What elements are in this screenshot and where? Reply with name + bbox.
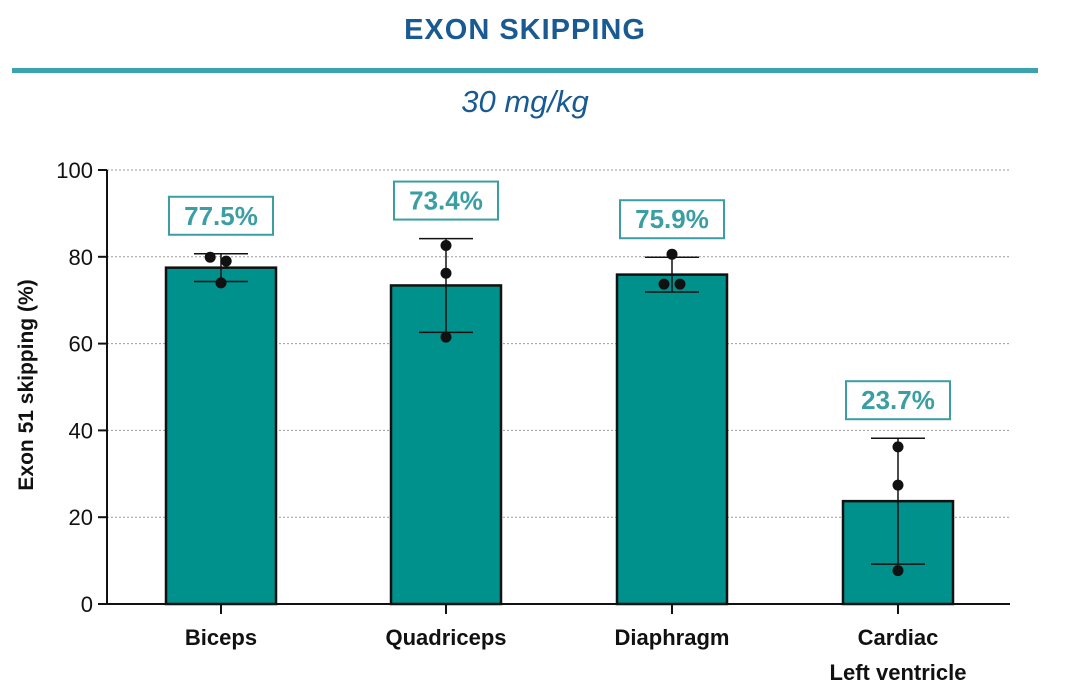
bars [164,266,955,606]
data-point [440,267,452,279]
x-category-label: Diaphragm [615,625,730,650]
data-point [892,441,904,453]
y-tick-label: 60 [69,332,93,357]
data-point [440,331,452,343]
data-label: 77.5% [184,201,258,231]
error-bars [194,237,925,565]
chart-title: EXON SKIPPING [404,14,646,46]
data-label: 73.4% [409,186,483,216]
x-axis-labels: Biceps Quadriceps Diaphragm Cardiac Left ven… [185,625,967,685]
y-tick-label: 80 [69,245,93,270]
data-point [666,248,678,260]
bar [615,273,729,606]
x-category-label: Biceps [185,625,257,650]
data-labels: 77.5% 73.4% 75.9% 23.7% [168,180,951,421]
data-label: 75.9% [635,204,709,234]
x-category-label: Cardiac [858,625,939,650]
data-points [204,240,904,577]
chart-subtitle: 30 mg/kg [461,84,589,119]
y-axis-label: Exon 51 skipping (%) [15,279,38,490]
y-tick-label: 100 [56,158,93,183]
x-category-label: Quadriceps [385,625,506,650]
y-tick-label: 40 [69,418,93,443]
title-divider [12,68,1038,73]
x-category-label: Left ventricle [830,660,967,685]
data-label-box [619,199,725,240]
data-label-box [845,380,951,421]
data-point [440,240,452,252]
data-label-box [393,180,499,221]
data-point [892,479,904,491]
data-label: 23.7% [861,385,935,415]
data-label-box [168,195,274,236]
data-point [674,278,686,290]
data-point [215,277,227,289]
data-point [658,278,670,290]
bar [164,266,278,606]
data-point [892,565,904,577]
data-point [204,251,216,263]
y-tick-label: 20 [69,505,93,530]
y-tick-label: 0 [81,592,93,617]
data-point [220,255,232,267]
